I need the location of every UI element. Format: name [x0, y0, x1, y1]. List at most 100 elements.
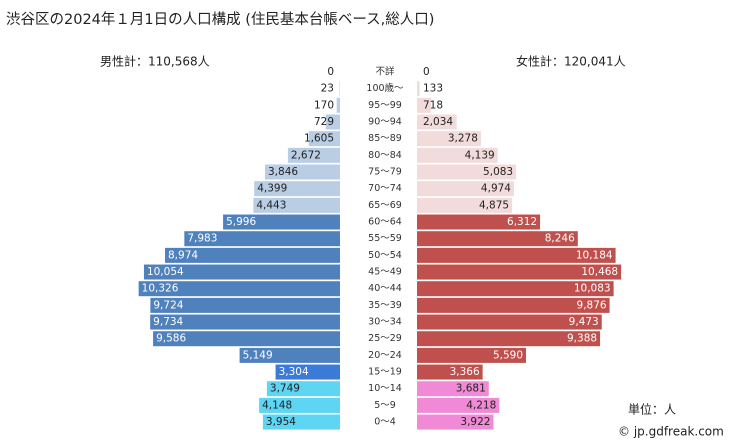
- value-label: 3,278: [448, 133, 478, 145]
- bar: [417, 114, 457, 130]
- value-label: 7,983: [187, 233, 217, 245]
- value-label: 9,586: [156, 333, 186, 345]
- bar: [417, 247, 616, 263]
- value-label: 3,846: [268, 166, 298, 178]
- bar: [417, 231, 578, 247]
- bar: [262, 414, 340, 430]
- bar: [184, 231, 340, 247]
- unit: 単位：人: [628, 402, 676, 417]
- bar: [266, 381, 340, 397]
- value-label: 2,034: [423, 116, 453, 128]
- bar: [254, 181, 340, 197]
- bar: [417, 347, 527, 363]
- age-label: 15～19: [368, 367, 402, 378]
- age-label: 20～24: [368, 350, 402, 361]
- age-label: 45～49: [368, 267, 402, 278]
- value-label: 10,184: [576, 249, 613, 261]
- female-total: 女性計：120,041人: [516, 54, 626, 69]
- value-label: 3,749: [270, 383, 300, 395]
- value-label: 8,246: [545, 233, 575, 245]
- value-label: 10,083: [574, 283, 611, 295]
- age-label: 80～84: [368, 150, 402, 161]
- value-label: 10,326: [142, 283, 179, 295]
- bar: [417, 281, 614, 297]
- bar: [417, 331, 601, 347]
- age-label: 50～54: [368, 250, 402, 261]
- value-label: 729: [314, 116, 334, 128]
- age-label: 55～59: [368, 233, 402, 244]
- value-label: 3,954: [266, 416, 296, 428]
- bar: [417, 147, 498, 163]
- value-label: 23: [321, 83, 334, 95]
- bar: [325, 114, 340, 130]
- bar: [417, 414, 494, 430]
- age-label: 40～44: [368, 283, 402, 294]
- age-label: 25～29: [368, 333, 402, 344]
- bar: [138, 281, 340, 297]
- value-label: 9,724: [153, 299, 183, 311]
- value-label: 5,083: [483, 166, 513, 178]
- bar: [150, 297, 340, 313]
- bar: [417, 197, 513, 213]
- bar: [150, 314, 340, 330]
- bar: [417, 97, 432, 113]
- value-label: 3,681: [456, 383, 486, 395]
- male-total: 男性計：110,568人: [100, 54, 210, 69]
- value-label: 9,876: [577, 299, 607, 311]
- bar: [165, 247, 340, 263]
- bar: [275, 364, 340, 380]
- bar: [308, 131, 340, 147]
- chart-title: 渋谷区の2024年１月1日の人口構成 (住民基本台帳ベース,総人口): [6, 11, 434, 28]
- value-label: 4,139: [465, 149, 495, 161]
- value-label: 3,366: [450, 366, 480, 378]
- value-label: 0: [423, 66, 430, 78]
- value-label: 3,304: [279, 366, 309, 378]
- age-label: 60～64: [368, 217, 402, 228]
- age-label: 不詳: [375, 66, 395, 78]
- bar: [417, 131, 481, 147]
- value-label: 4,974: [481, 183, 511, 195]
- value-label: 10,054: [147, 266, 184, 278]
- age-label: 75～79: [368, 167, 402, 178]
- bar: [417, 164, 517, 180]
- bar: [417, 297, 610, 313]
- age-label: 90～94: [368, 117, 402, 128]
- value-label: 5,590: [493, 349, 523, 361]
- value-label: 170: [314, 99, 334, 111]
- value-label: 5,149: [243, 349, 273, 361]
- credit: © jp.gdfreak.com: [618, 425, 724, 439]
- value-label: 8,974: [168, 249, 198, 261]
- age-label: 10～14: [368, 383, 402, 394]
- value-label: 1,605: [304, 133, 334, 145]
- value-label: 9,473: [569, 316, 599, 328]
- bar: [417, 364, 483, 380]
- bar: [259, 397, 340, 413]
- age-label: 5～9: [374, 400, 396, 411]
- value-label: 4,218: [466, 399, 496, 411]
- bar: [265, 164, 340, 180]
- value-label: 4,875: [479, 199, 509, 211]
- age-label: 35～39: [368, 300, 402, 311]
- bar: [417, 381, 489, 397]
- age-label: 95～99: [368, 100, 402, 111]
- bar: [417, 397, 500, 413]
- age-label: 70～74: [368, 183, 402, 194]
- bar: [417, 81, 420, 97]
- age-label: 65～69: [368, 200, 402, 211]
- value-label: 5,996: [226, 216, 256, 228]
- value-label: 0: [327, 66, 334, 78]
- value-label: 10,468: [581, 266, 618, 278]
- value-label: 6,312: [507, 216, 537, 228]
- value-label: 9,388: [567, 333, 597, 345]
- bar: [239, 347, 340, 363]
- bar: [153, 331, 340, 347]
- bar: [223, 214, 340, 230]
- value-label: 4,399: [257, 183, 287, 195]
- age-label: 30～34: [368, 317, 402, 328]
- bar: [287, 147, 340, 163]
- bar: [143, 264, 340, 280]
- age-label: 0～4: [374, 417, 396, 428]
- bar: [253, 197, 340, 213]
- bar: [417, 264, 622, 280]
